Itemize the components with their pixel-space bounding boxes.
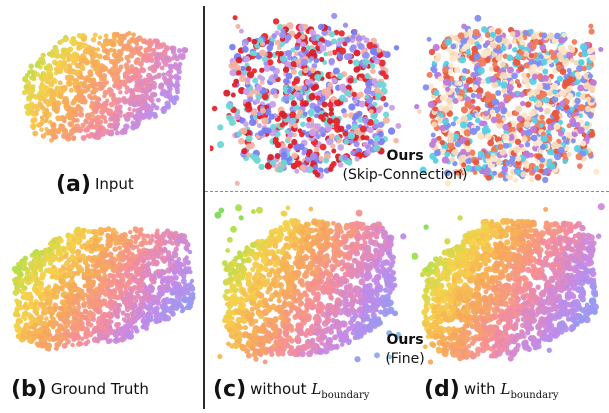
caption-b-tag: (b) [11,377,47,402]
fine-label-title: Ours [386,332,424,348]
dashed-horizontal-divider [205,191,609,192]
fine-label: Ours (Fine) [330,331,480,369]
input-point-cloud [21,30,189,143]
fine-label-subtitle: (Fine) [385,351,425,367]
vertical-divider [203,6,205,409]
fine-without-boundary-point-cloud [214,204,407,365]
caption-a-text: Input [94,175,134,193]
caption-d-text: with [463,380,496,398]
skip-label-subtitle: (Skip-Connection) [342,167,468,183]
caption-c-math: Lboundary [311,380,370,401]
skip-connection-label: Ours (Skip-Connection) [330,147,480,185]
caption-d: (d) with Lboundary [424,379,559,406]
skip-label-title: Ours [386,148,424,164]
skip-connection-point-cloud-right [414,14,604,187]
caption-c-text: without [250,380,307,398]
caption-b: (b) Ground Truth [11,377,149,402]
caption-a: (a) Input [56,172,134,197]
caption-d-tag: (d) [424,377,460,402]
skip-connection-point-cloud-left [210,12,402,186]
caption-a-tag: (a) [56,172,91,197]
caption-d-math: Lboundary [500,380,559,401]
ground-truth-point-cloud [11,226,196,352]
caption-c: (c) without Lboundary [213,379,369,406]
fine-with-boundary-point-cloud [412,203,605,365]
caption-c-tag: (c) [213,377,247,402]
caption-b-text: Ground Truth [50,380,149,398]
